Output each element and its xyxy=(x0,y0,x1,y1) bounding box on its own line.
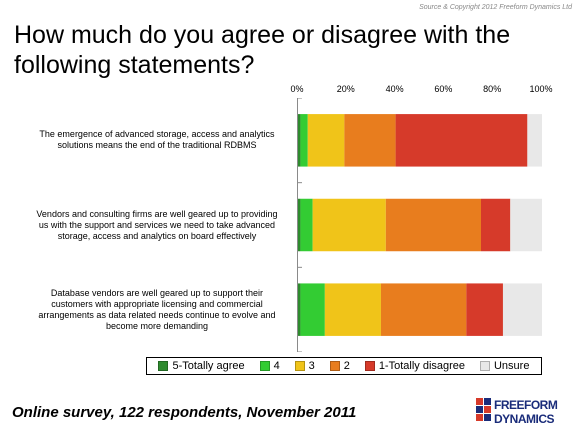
x-tick-label: 40% xyxy=(385,84,404,94)
category-label: The emergence of advanced storage, acces… xyxy=(39,129,275,151)
bar-segment xyxy=(344,114,396,167)
x-tick-label: 20% xyxy=(336,84,355,94)
legend-swatch xyxy=(294,361,305,371)
legend-swatch xyxy=(364,361,375,371)
legend-label: 1-Totally disagree xyxy=(378,360,466,372)
legend-label: Unsure xyxy=(493,360,530,372)
chart-title: How much do you agree or disagree with t… xyxy=(14,21,511,79)
bar-segment xyxy=(300,198,313,252)
bar-segment xyxy=(298,198,301,252)
bar-segment xyxy=(298,114,301,167)
legend-label: 3 xyxy=(308,360,315,372)
legend: 5-Totally agree 4 3 2 1-Totally disagree Unsu… xyxy=(146,357,542,375)
footer-note: Online survey, 122 respondents, November… xyxy=(12,404,357,421)
legend-swatch xyxy=(158,361,169,371)
plot-area xyxy=(297,97,542,353)
bar-segment xyxy=(380,283,467,336)
freeform-dynamics-logo: FREEFORM DYNAMICS xyxy=(476,396,572,428)
bar-segment xyxy=(298,283,301,336)
bar-chart xyxy=(298,97,542,353)
legend-item: Unsure xyxy=(479,360,530,372)
bar-segment xyxy=(300,283,325,336)
logo-text-line1: FREEFORM xyxy=(494,398,558,412)
legend-swatch xyxy=(479,361,490,371)
bar-segment xyxy=(307,114,345,167)
legend-label: 5-Totally agree xyxy=(172,360,245,372)
logo-text-line2: DYNAMICS xyxy=(494,412,555,426)
bar-segment xyxy=(395,114,528,167)
bar-segment xyxy=(510,198,542,252)
bar-segment xyxy=(481,198,511,252)
legend-label: 4 xyxy=(273,360,280,372)
legend-item: 3 xyxy=(294,360,315,372)
legend-swatch xyxy=(259,361,270,371)
x-tick-label: 100% xyxy=(529,84,553,94)
x-tick-label: 60% xyxy=(434,84,453,94)
bar-segment xyxy=(502,283,542,336)
bar-segment xyxy=(324,283,381,336)
bar-segment xyxy=(527,114,542,167)
x-tick-label: 0% xyxy=(290,84,304,94)
x-tick-label: 80% xyxy=(483,84,502,94)
legend-swatch xyxy=(329,361,340,371)
legend-item: 5-Totally agree xyxy=(158,360,245,372)
category-label: Database vendors are well geared up to s… xyxy=(38,287,276,331)
legend-label: 2 xyxy=(343,360,350,372)
legend-item: 1-Totally disagree xyxy=(364,360,466,372)
category-label: Vendors and consulting firms are well ge… xyxy=(36,208,278,241)
legend-item: 2 xyxy=(329,360,350,372)
bar-segment xyxy=(312,198,386,252)
legend-item: 4 xyxy=(259,360,280,372)
bar-segment xyxy=(300,114,308,167)
source-credit: Source & Copyright 2012 Freeform Dynamic… xyxy=(419,4,572,11)
bar-segment xyxy=(385,198,481,252)
bar-segment xyxy=(466,283,503,336)
logo-mark-icon xyxy=(476,398,491,421)
